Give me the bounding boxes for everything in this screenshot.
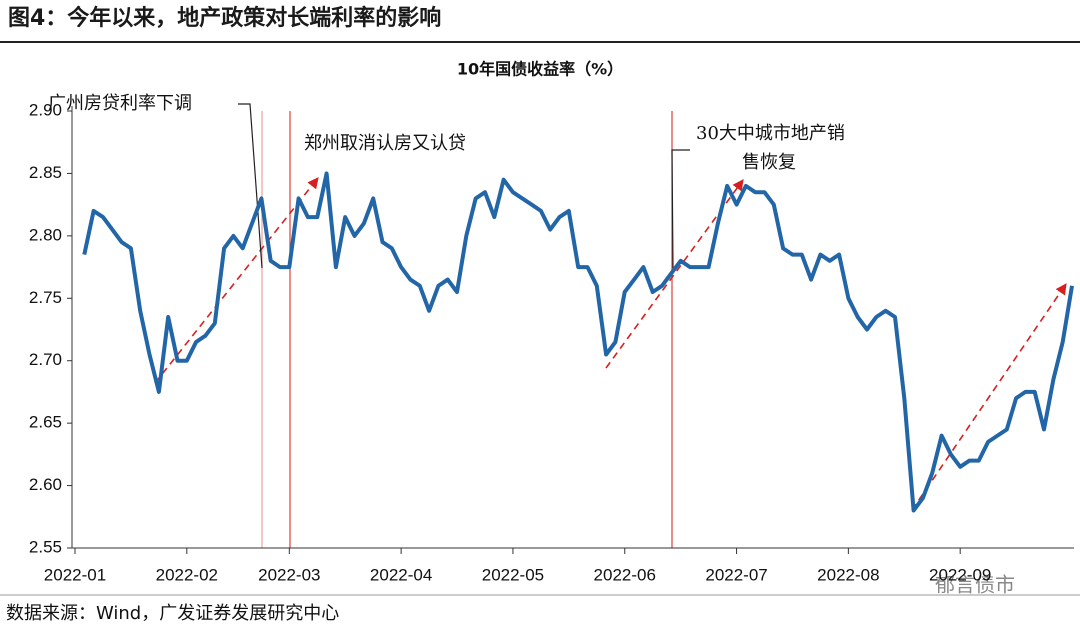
annotation: 郑州取消认房又认贷: [304, 133, 466, 154]
annotation: 30大中城市地产销: [696, 123, 845, 144]
ref-lines: [261, 111, 673, 548]
y-tick-label: 2.90: [29, 100, 62, 119]
y-tick-label: 2.80: [29, 225, 62, 244]
watermark: 郁言债市: [935, 573, 1015, 597]
y-tick-label: 2.85: [29, 163, 62, 182]
x-tick-label: 2022-06: [594, 565, 656, 584]
x-tick-label: 2022-03: [258, 565, 320, 584]
y-tick-label: 2.65: [29, 413, 62, 432]
y-tick-label: 2.60: [29, 475, 62, 494]
x-tick-label: 2022-07: [705, 565, 767, 584]
callouts: [238, 103, 690, 269]
trend-arrows: [154, 177, 1067, 511]
y-tick-label: 2.55: [29, 537, 62, 556]
line-series: [82, 171, 1074, 513]
y-tick-label: 2.70: [29, 350, 62, 369]
chart-title: 10年国债收益率（%）: [457, 60, 623, 79]
annotation: 广州房贷利率下调: [48, 93, 192, 114]
x-tick-label: 2022-01: [44, 565, 106, 584]
x-tick-label: 2022-02: [156, 565, 218, 584]
source: 数据来源：Wind，广发证券发展研究中心: [6, 603, 339, 624]
figure-title: 图4：今年以来，地产政策对长端利率的影响: [8, 5, 441, 31]
x-tick-label: 2022-04: [370, 565, 432, 584]
annotation: 售恢复: [742, 152, 796, 173]
y-tick-label: 2.75: [29, 288, 62, 307]
x-tick-label: 2022-05: [482, 565, 544, 584]
x-tick-label: 2022-09: [929, 565, 991, 584]
x-tick-label: 2022-08: [817, 565, 879, 584]
